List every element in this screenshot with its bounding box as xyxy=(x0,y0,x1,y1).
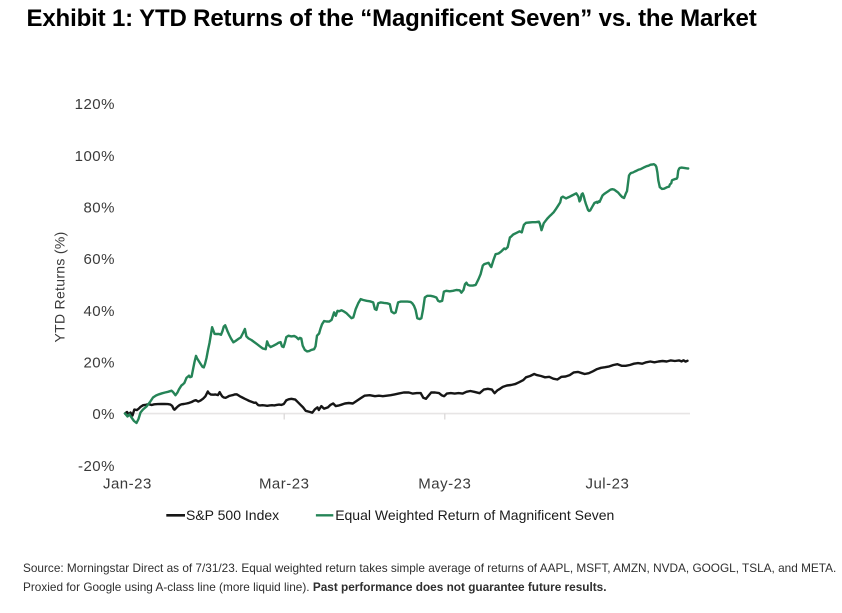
svg-text:Exhibit 1: YTD Returns of the: Exhibit 1: YTD Returns of the “Magnifice… xyxy=(27,5,757,32)
svg-text:20%: 20% xyxy=(83,354,115,371)
svg-text:80%: 80% xyxy=(83,199,115,216)
svg-text:May-23: May-23 xyxy=(418,476,471,493)
svg-text:-20%: -20% xyxy=(78,458,115,475)
svg-text:40%: 40% xyxy=(83,303,115,320)
svg-text:Equal Weighted Return of Magni: Equal Weighted Return of Magnificent Sev… xyxy=(335,507,614,523)
svg-text:100%: 100% xyxy=(75,148,115,165)
svg-text:0%: 0% xyxy=(92,406,115,423)
svg-text:Jul-23: Jul-23 xyxy=(585,476,629,493)
svg-text:120%: 120% xyxy=(75,96,115,113)
svg-text:S&P 500 Index: S&P 500 Index xyxy=(186,507,279,523)
svg-text:Jan-23: Jan-23 xyxy=(103,476,152,493)
svg-text:60%: 60% xyxy=(83,251,115,268)
svg-text:Mar-23: Mar-23 xyxy=(259,476,310,493)
svg-text:YTD Returns (%): YTD Returns (%) xyxy=(52,231,68,342)
